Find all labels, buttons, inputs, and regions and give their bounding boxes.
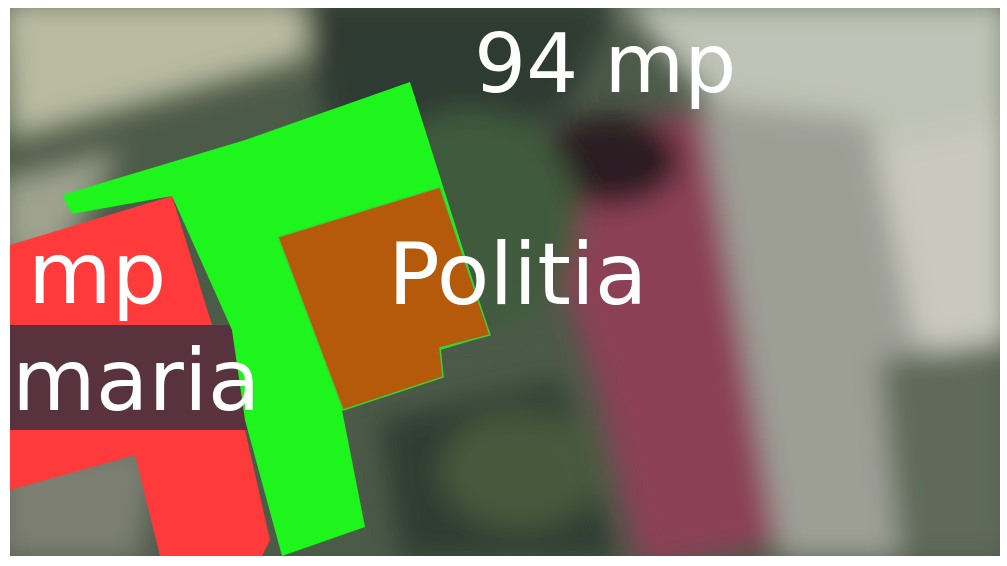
area-label: mp <box>28 224 166 324</box>
place-label: Politia <box>388 225 648 325</box>
page: 94 mp mp maria Politia (() => { const da… <box>0 0 1007 566</box>
area-label: 94 mp <box>474 17 736 112</box>
place-label: maria <box>12 331 260 431</box>
map-view: 94 mp mp maria Politia <box>0 0 1007 566</box>
